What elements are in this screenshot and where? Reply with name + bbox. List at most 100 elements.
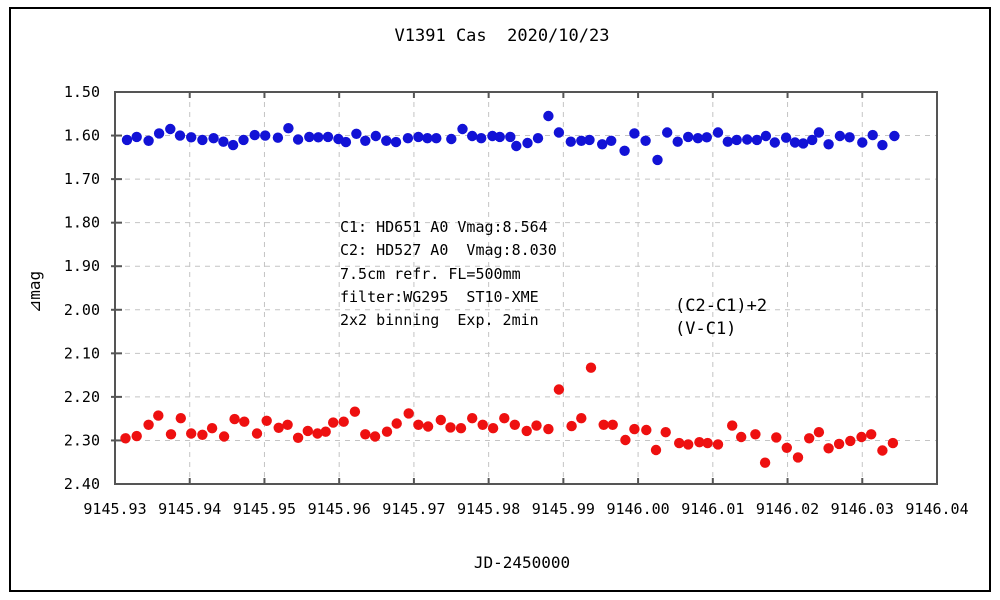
x-tick-label: 9145.93 bbox=[83, 500, 146, 518]
data-point bbox=[153, 410, 164, 421]
data-point bbox=[692, 133, 704, 144]
data-point bbox=[877, 445, 888, 456]
data-point bbox=[227, 139, 239, 151]
legend-label-c2-c1: (C2-C1)+2 bbox=[675, 296, 767, 316]
data-point bbox=[509, 419, 520, 430]
data-point bbox=[218, 136, 229, 147]
data-point bbox=[381, 426, 393, 437]
data-point bbox=[283, 123, 294, 134]
x-tick-label: 9145.95 bbox=[233, 500, 296, 518]
x-axis-label: JD-2450000 bbox=[474, 553, 570, 572]
data-point bbox=[218, 431, 230, 442]
data-point bbox=[360, 429, 371, 440]
points-layer bbox=[120, 110, 900, 468]
data-point bbox=[672, 136, 683, 147]
data-point bbox=[338, 416, 349, 427]
y-tick-label: 1.70 bbox=[64, 170, 100, 188]
data-point bbox=[229, 413, 240, 425]
data-point bbox=[522, 137, 533, 149]
data-point bbox=[328, 417, 339, 428]
data-point bbox=[467, 413, 478, 424]
data-point bbox=[487, 423, 499, 434]
y-tick-label: 1.50 bbox=[64, 83, 100, 101]
data-point bbox=[712, 439, 724, 450]
data-point bbox=[208, 133, 219, 144]
tick-label-layer: 9145.93 9145.94 9145.95 9145.96 9145.97 9145.… bbox=[64, 83, 969, 518]
data-point bbox=[619, 145, 630, 156]
plot-frame bbox=[114, 91, 938, 485]
data-point bbox=[640, 135, 651, 146]
data-point bbox=[856, 431, 867, 443]
data-point bbox=[650, 444, 662, 456]
data-point bbox=[702, 437, 713, 449]
data-point bbox=[792, 452, 804, 463]
data-point bbox=[731, 134, 742, 146]
data-point bbox=[887, 437, 899, 449]
data-point bbox=[390, 136, 402, 148]
data-point bbox=[521, 425, 532, 437]
data-point bbox=[789, 137, 801, 148]
data-point bbox=[857, 137, 868, 148]
data-point bbox=[607, 419, 618, 430]
data-point bbox=[584, 134, 595, 146]
data-point bbox=[629, 423, 640, 435]
data-point bbox=[381, 135, 392, 146]
data-point bbox=[260, 130, 271, 141]
y-tick-label: 2.00 bbox=[64, 301, 100, 319]
data-point bbox=[131, 430, 142, 442]
data-point bbox=[165, 123, 176, 135]
data-point bbox=[807, 134, 818, 146]
data-point bbox=[445, 422, 456, 433]
data-point bbox=[322, 131, 334, 143]
data-point bbox=[197, 429, 208, 440]
data-point bbox=[239, 416, 250, 427]
grid-layer bbox=[115, 92, 937, 484]
data-point bbox=[641, 424, 652, 436]
x-tick-label: 9145.94 bbox=[158, 500, 221, 518]
data-point bbox=[249, 129, 260, 141]
data-point bbox=[186, 428, 197, 439]
data-point bbox=[477, 419, 488, 430]
data-point bbox=[391, 418, 402, 429]
data-point bbox=[674, 437, 685, 449]
data-point bbox=[742, 134, 753, 145]
data-point bbox=[597, 139, 608, 150]
y-tick-label: 1.60 bbox=[64, 127, 100, 145]
data-point bbox=[273, 422, 284, 433]
observation-annotation: C1: HD651 A0 Vmag:8.564 C2: HD527 A0 Vma… bbox=[340, 218, 557, 329]
data-point bbox=[320, 426, 331, 437]
x-tick-label: 9145.96 bbox=[308, 500, 371, 518]
data-point bbox=[251, 428, 263, 439]
data-point bbox=[349, 406, 361, 417]
data-point bbox=[292, 432, 304, 443]
data-point bbox=[131, 131, 142, 143]
data-point bbox=[620, 434, 631, 446]
data-point bbox=[798, 138, 809, 149]
data-point bbox=[833, 438, 845, 450]
data-point bbox=[431, 133, 442, 144]
data-point bbox=[153, 128, 165, 139]
data-point bbox=[866, 429, 877, 440]
data-point bbox=[867, 129, 878, 141]
data-point bbox=[598, 419, 609, 430]
data-point bbox=[197, 134, 208, 146]
data-point bbox=[683, 439, 694, 450]
data-point bbox=[369, 431, 381, 442]
page-border bbox=[9, 7, 991, 592]
data-point bbox=[662, 127, 673, 138]
data-point bbox=[889, 130, 900, 142]
data-point bbox=[727, 420, 738, 431]
data-point bbox=[175, 413, 186, 424]
data-point bbox=[403, 408, 414, 419]
series-c2-c1 bbox=[121, 110, 900, 166]
series-v-c1 bbox=[120, 362, 899, 468]
data-point bbox=[476, 133, 487, 144]
data-point bbox=[845, 435, 856, 447]
data-point bbox=[302, 425, 313, 437]
data-point bbox=[823, 443, 834, 454]
data-point bbox=[780, 132, 792, 143]
data-point bbox=[413, 131, 424, 143]
data-point bbox=[722, 136, 733, 147]
data-point bbox=[823, 139, 834, 150]
